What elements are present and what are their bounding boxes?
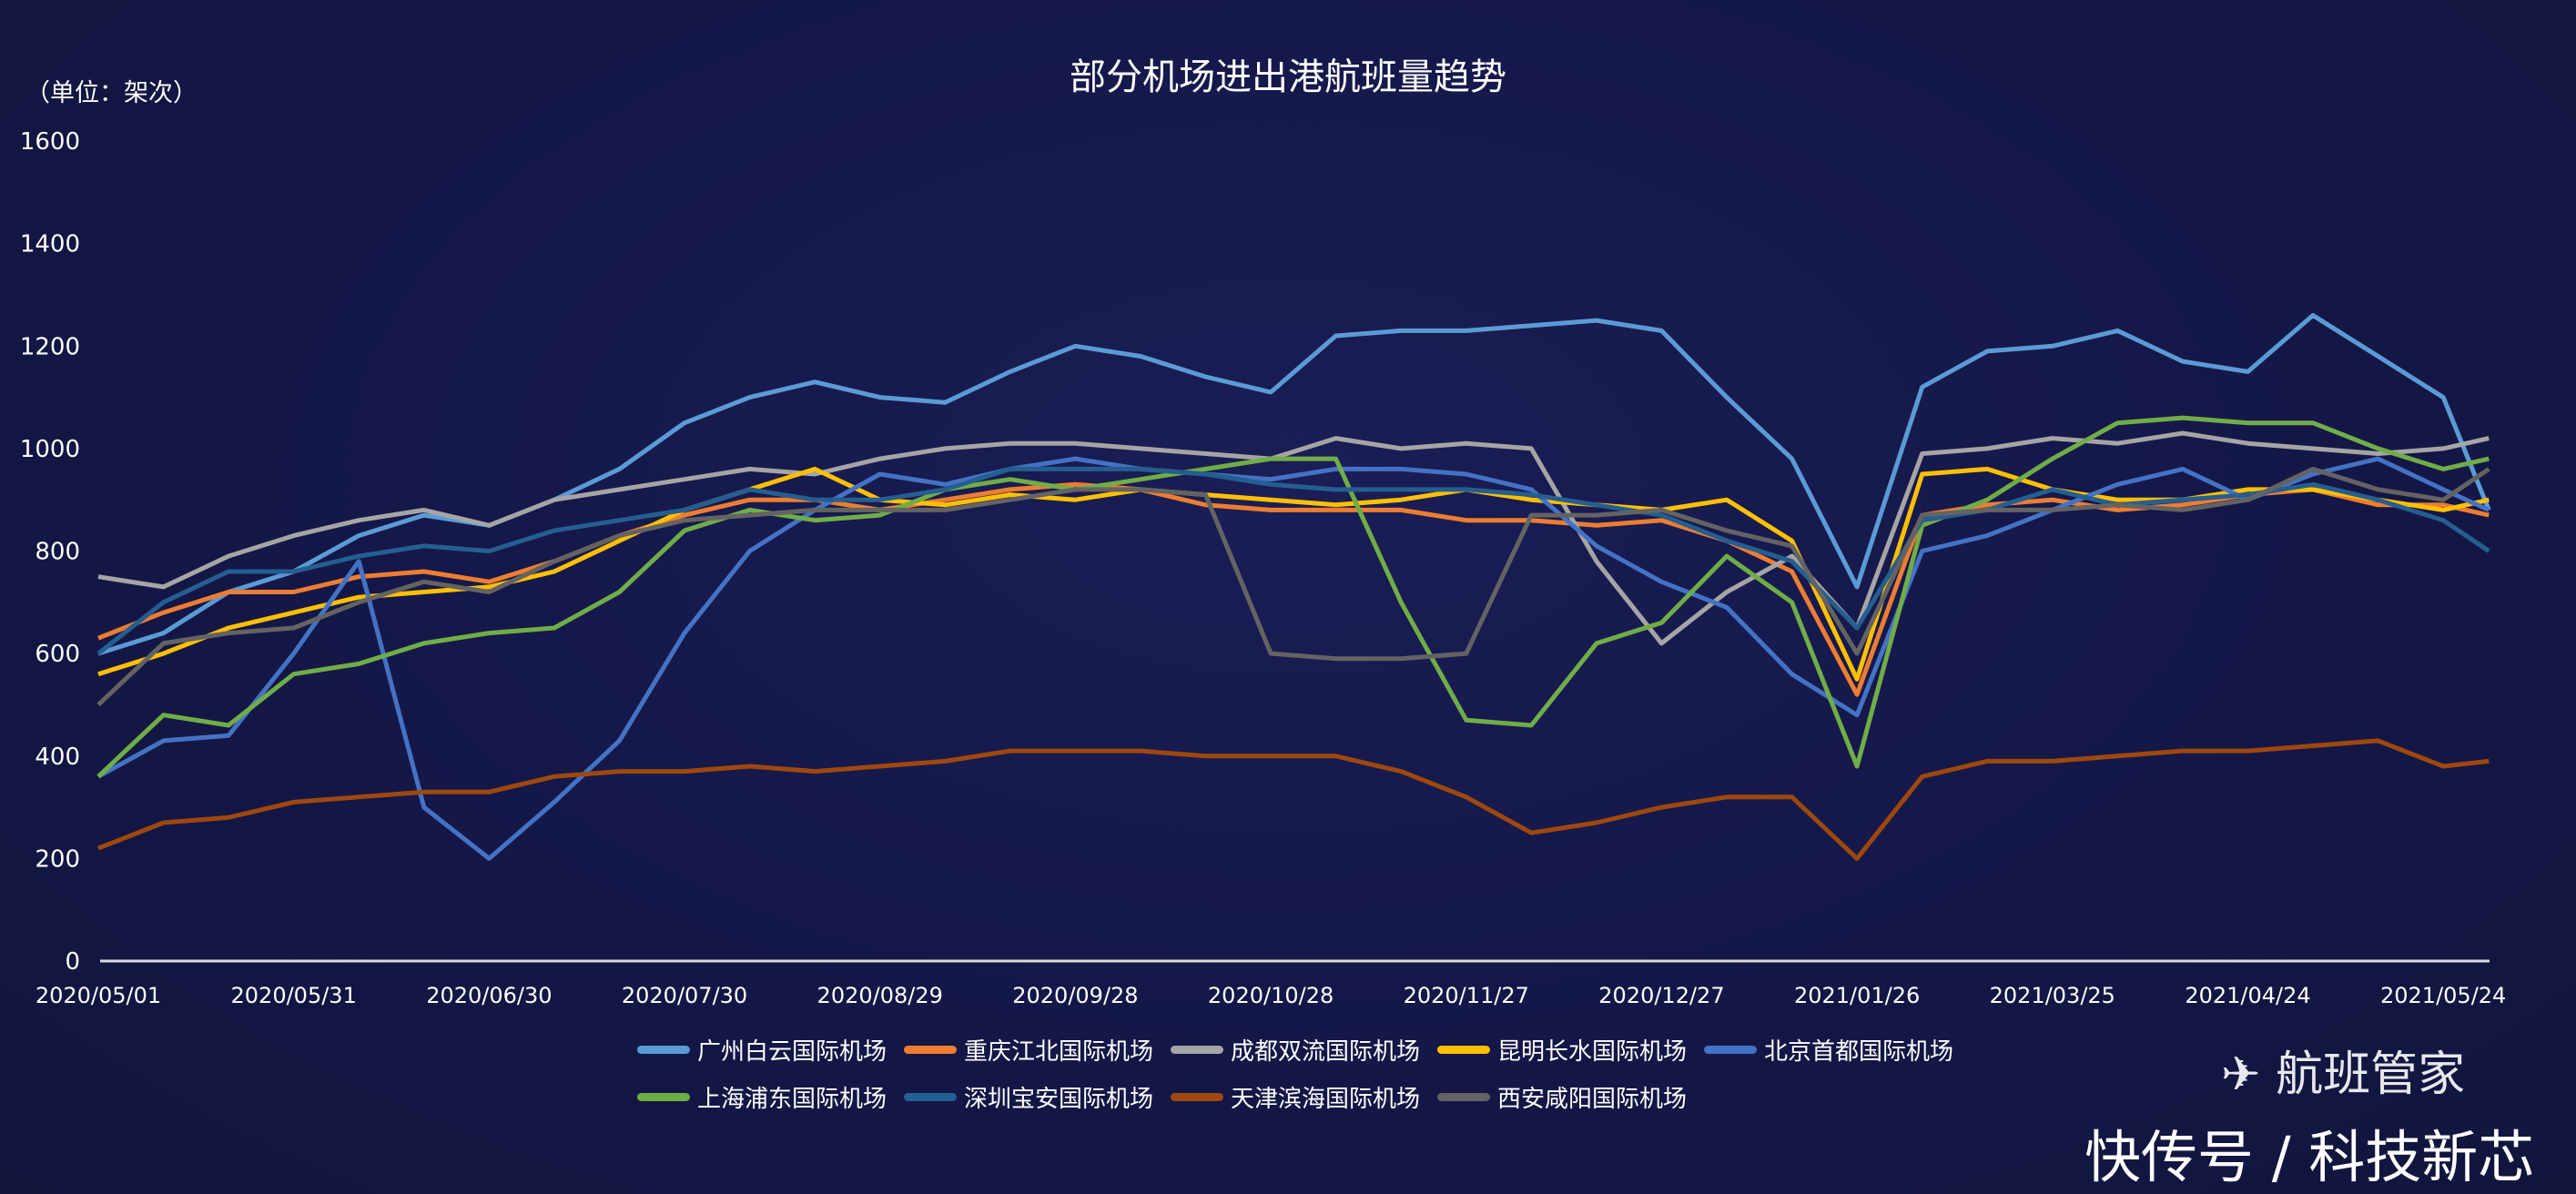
series-line-8 <box>96 466 2490 707</box>
x-tick-label: 2021/01/26 <box>1794 983 1920 1008</box>
series-line-1 <box>97 481 2490 697</box>
y-tick-label: 200 <box>35 845 80 873</box>
x-tick-label: 2020/07/30 <box>622 983 747 1008</box>
y-tick-label: 1000 <box>20 436 80 463</box>
legend-swatch <box>1437 1092 1490 1101</box>
legend-label: 天津滨海国际机场 <box>1231 1085 1421 1113</box>
y-axis-ticks: 0 200 400 600 800 1000 1200 1400 1600 <box>20 128 80 976</box>
y-tick-label: 1400 <box>20 231 80 258</box>
legend-item[interactable]: 上海浦东国际机场 <box>637 1074 887 1119</box>
legend-item[interactable]: 昆明长水国际机场 <box>1437 1027 1687 1072</box>
legend-label: 成都双流国际机场 <box>1231 1037 1421 1066</box>
y-tick-label: 1600 <box>20 128 80 156</box>
legend-swatch <box>904 1045 957 1054</box>
legend-label: 深圳宝安国际机场 <box>964 1085 1154 1113</box>
y-tick-label: 400 <box>35 744 80 771</box>
legend-swatch <box>1437 1045 1490 1054</box>
watermark-logo-text: 航班管家 <box>2276 1047 2466 1102</box>
legend-swatch <box>1704 1045 1757 1054</box>
legend-item[interactable]: 北京首都国际机场 <box>1704 1027 1953 1072</box>
x-tick-label: 2020/11/27 <box>1404 983 1529 1008</box>
legend-item[interactable]: 广州白云国际机场 <box>637 1027 887 1072</box>
legend-swatch <box>1171 1045 1223 1054</box>
legend-label: 上海浦东国际机场 <box>697 1085 887 1113</box>
legend-item[interactable]: 西安咸阳国际机场 <box>1437 1074 1687 1119</box>
legend-swatch <box>904 1092 957 1101</box>
x-tick-label: 2020/06/30 <box>426 983 552 1008</box>
x-tick-label: 2020/12/27 <box>1598 983 1724 1008</box>
legend-swatch <box>637 1092 690 1101</box>
series-line-5 <box>96 415 2490 779</box>
series-line-6 <box>96 466 2490 656</box>
x-tick-label: 2021/04/24 <box>2185 983 2310 1008</box>
legend-item[interactable]: 成都双流国际机场 <box>1171 1027 1420 1072</box>
legend-label: 北京首都国际机场 <box>1764 1037 1954 1066</box>
legend-label: 西安咸阳国际机场 <box>1497 1085 1688 1113</box>
x-tick-label: 2021/05/24 <box>2380 983 2506 1008</box>
x-tick-label: 2020/09/28 <box>1012 983 1138 1008</box>
legend-item[interactable]: 深圳宝安国际机场 <box>904 1074 1153 1119</box>
x-tick-label: 2020/05/01 <box>35 983 161 1008</box>
legend-swatch <box>637 1045 690 1054</box>
legend-label: 广州白云国际机场 <box>697 1037 887 1066</box>
watermark-logo: ✈ 航班管家 <box>2221 1047 2466 1102</box>
x-tick-label: 2020/10/28 <box>1208 983 1334 1008</box>
y-tick-label: 600 <box>35 641 80 668</box>
legend-label: 重庆江北国际机场 <box>964 1037 1154 1066</box>
chart-title: 部分机场进出港航班量趋势 <box>1070 56 1506 98</box>
x-axis-ticks: 2020/05/01 2020/05/31 2020/06/30 2020/07/30… <box>35 983 2506 1008</box>
watermark: 快传号 / 科技新芯 <box>2084 1124 2535 1190</box>
series-lines <box>96 313 2491 861</box>
x-tick-label: 2020/08/29 <box>817 983 943 1008</box>
legend-item[interactable]: 天津滨海国际机场 <box>1171 1074 1420 1119</box>
series-line-2 <box>97 430 2490 646</box>
x-tick-label: 2021/03/25 <box>1990 983 2115 1008</box>
y-tick-label: 1200 <box>20 333 80 360</box>
legend-swatch <box>1171 1092 1223 1101</box>
series-line-7 <box>97 738 2490 861</box>
x-tick-label: 2020/05/31 <box>231 983 357 1008</box>
legend-item[interactable]: 重庆江北国际机场 <box>904 1027 1153 1072</box>
series-line-4 <box>96 456 2490 861</box>
y-tick-label: 800 <box>35 539 80 566</box>
y-axis-unit-label: （单位：架次） <box>25 79 198 107</box>
y-tick-label: 0 <box>65 948 80 976</box>
legend-label: 昆明长水国际机场 <box>1497 1037 1688 1066</box>
series-line-3 <box>97 466 2490 682</box>
